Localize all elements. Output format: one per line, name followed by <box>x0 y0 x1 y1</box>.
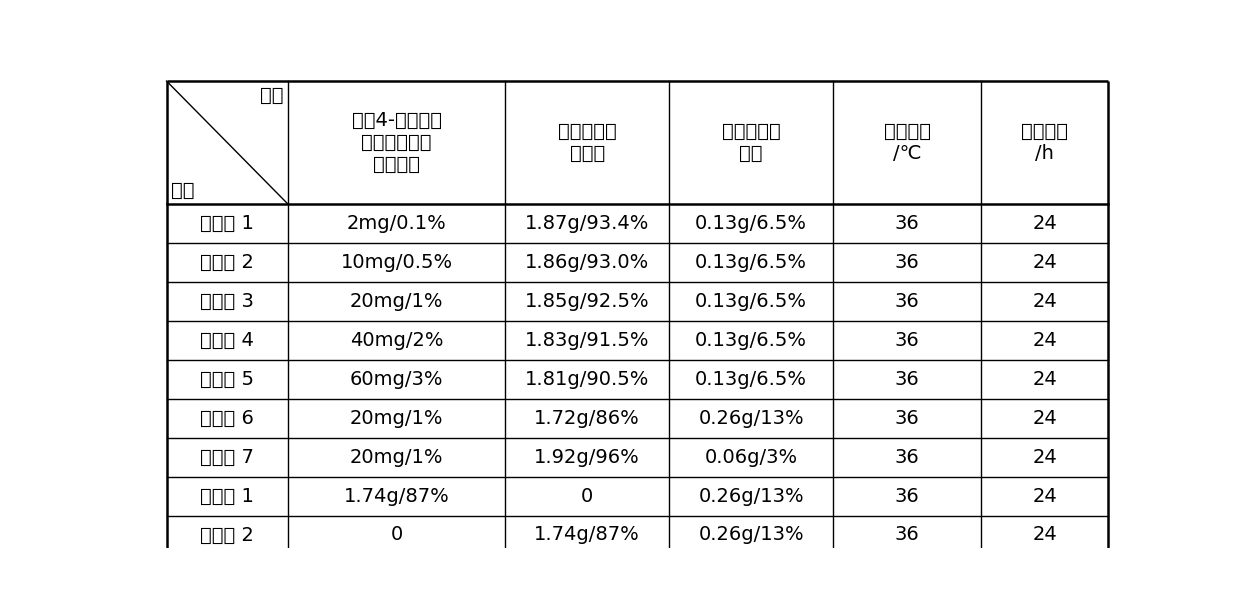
Text: 实施例 7: 实施例 7 <box>201 448 254 467</box>
Text: 24: 24 <box>1033 370 1058 389</box>
Text: 1.87g/93.4%: 1.87g/93.4% <box>525 214 650 233</box>
Text: 0.06g/3%: 0.06g/3% <box>704 448 797 467</box>
Text: 24: 24 <box>1033 331 1058 350</box>
Text: 1.74g/87%: 1.74g/87% <box>534 525 640 545</box>
Text: 40mg/2%: 40mg/2% <box>350 331 444 350</box>
Text: 24: 24 <box>1033 448 1058 467</box>
Text: 36: 36 <box>895 370 920 389</box>
Text: 实施例 4: 实施例 4 <box>201 331 254 350</box>
Text: 固化时间
/h: 固化时间 /h <box>1022 122 1069 163</box>
Text: 实施例 3: 实施例 3 <box>201 292 254 311</box>
Text: 20mg/1%: 20mg/1% <box>350 448 444 467</box>
Text: 固化温度
/℃: 固化温度 /℃ <box>884 122 931 163</box>
Text: 20mg/1%: 20mg/1% <box>350 409 444 428</box>
Text: 实施例 1: 实施例 1 <box>201 214 254 233</box>
Text: 对比例 2: 对比例 2 <box>201 525 254 545</box>
Text: 1.92g/96%: 1.92g/96% <box>534 448 640 467</box>
Text: 36: 36 <box>895 448 920 467</box>
Text: 2mg/0.1%: 2mg/0.1% <box>347 214 446 233</box>
Text: 24: 24 <box>1033 292 1058 311</box>
Text: 1.83g/91.5%: 1.83g/91.5% <box>525 331 650 350</box>
Text: 0.13g/6.5%: 0.13g/6.5% <box>696 214 807 233</box>
Text: 36: 36 <box>895 487 920 506</box>
Text: 1.72g/86%: 1.72g/86% <box>534 409 640 428</box>
Text: 24: 24 <box>1033 409 1058 428</box>
Text: 24: 24 <box>1033 253 1058 272</box>
Text: 1.74g/87%: 1.74g/87% <box>343 487 450 506</box>
Text: 60mg/3%: 60mg/3% <box>350 370 444 389</box>
Text: 1.81g/90.5%: 1.81g/90.5% <box>525 370 650 389</box>
Text: 组别: 组别 <box>171 180 195 200</box>
Text: 0: 0 <box>391 525 403 545</box>
Text: 36: 36 <box>895 409 920 428</box>
Text: 实施例 6: 实施例 6 <box>201 409 254 428</box>
Text: 琼脂糖含量
及比重: 琼脂糖含量 及比重 <box>558 122 616 163</box>
Text: 10mg/0.5%: 10mg/0.5% <box>341 253 453 272</box>
Text: 24: 24 <box>1033 214 1058 233</box>
Text: 四（4-磺酸钠）
苯基钴卟啉含
量及比重: 四（4-磺酸钠） 苯基钴卟啉含 量及比重 <box>352 111 441 174</box>
Text: 甘油含量及
比重: 甘油含量及 比重 <box>722 122 780 163</box>
Text: 36: 36 <box>895 331 920 350</box>
Text: 36: 36 <box>895 292 920 311</box>
Text: 0: 0 <box>582 487 593 506</box>
Text: 36: 36 <box>895 214 920 233</box>
Text: 0.26g/13%: 0.26g/13% <box>698 525 804 545</box>
Text: 24: 24 <box>1033 487 1058 506</box>
Text: 20mg/1%: 20mg/1% <box>350 292 444 311</box>
Text: 0.13g/6.5%: 0.13g/6.5% <box>696 292 807 311</box>
Text: 36: 36 <box>895 253 920 272</box>
Text: 36: 36 <box>895 525 920 545</box>
Text: 0.13g/6.5%: 0.13g/6.5% <box>696 253 807 272</box>
Text: 项目: 项目 <box>260 86 284 105</box>
Text: 0.13g/6.5%: 0.13g/6.5% <box>696 370 807 389</box>
Text: 0.13g/6.5%: 0.13g/6.5% <box>696 331 807 350</box>
Text: 1.85g/92.5%: 1.85g/92.5% <box>525 292 650 311</box>
Text: 实施例 2: 实施例 2 <box>201 253 254 272</box>
Text: 对比例 1: 对比例 1 <box>201 487 254 506</box>
Text: 24: 24 <box>1033 525 1058 545</box>
Text: 实施例 5: 实施例 5 <box>201 370 254 389</box>
Text: 0.26g/13%: 0.26g/13% <box>698 487 804 506</box>
Text: 0.26g/13%: 0.26g/13% <box>698 409 804 428</box>
Text: 1.86g/93.0%: 1.86g/93.0% <box>525 253 650 272</box>
